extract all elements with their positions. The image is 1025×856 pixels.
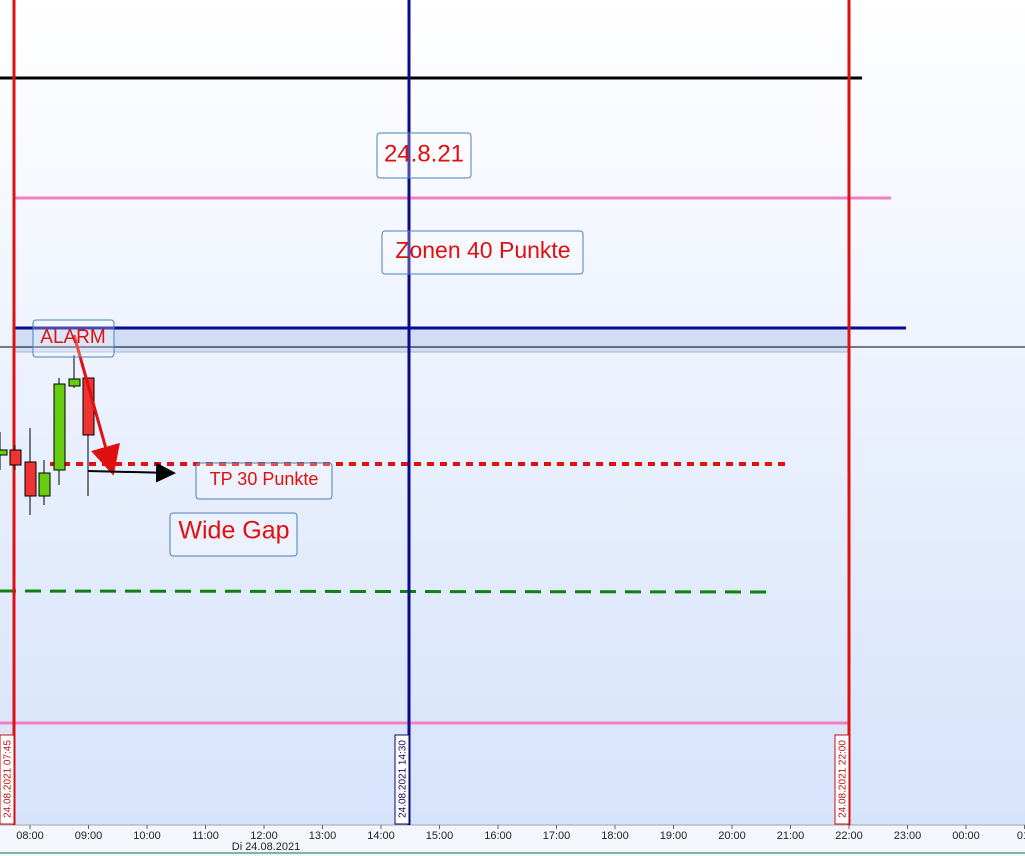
plot-background (0, 0, 1025, 825)
annotation-box (195, 462, 333, 500)
time-label: 18:00 (601, 830, 629, 842)
axis-background (0, 825, 1025, 856)
candle (53, 383, 66, 471)
annotation: 24.8.21 (384, 140, 464, 167)
time-label: 20:00 (718, 830, 746, 842)
time-label: 11:00 (192, 830, 219, 842)
time-label: 10:00 (133, 830, 161, 842)
time-label: 17:00 (543, 830, 571, 842)
line-label-box (0, 734, 15, 825)
support-line (0, 589, 776, 594)
annotation: Zonen 40 Punkte (395, 237, 570, 263)
time-label: 09:00 (75, 830, 103, 842)
time-label: 14:00 (367, 830, 395, 842)
line-label-box (394, 734, 410, 825)
time-label: 01: (1017, 830, 1025, 842)
time-label: 08:00 (16, 830, 44, 842)
time-label: 23:00 (894, 830, 922, 842)
date-label: Di 24.08.2021 (232, 841, 301, 853)
candle (0, 449, 8, 456)
candle (9, 449, 22, 466)
annotation-box (376, 132, 472, 179)
annotation: ALARM (40, 327, 105, 348)
time-label: 16:00 (484, 830, 512, 842)
candle (68, 378, 81, 387)
time-label: 13:00 (309, 830, 337, 842)
line-label: 24.08.2021 14:30 (398, 740, 409, 818)
candle (24, 461, 37, 497)
time-label: 21:00 (777, 830, 805, 842)
annotation: Wide Gap (178, 517, 289, 545)
candle (38, 472, 51, 497)
alarm-zone (13, 327, 850, 353)
time-label: 12:00 (250, 830, 278, 842)
line-label: 24.08.2021 22:00 (838, 740, 849, 818)
time-label: 19:00 (660, 830, 688, 842)
annotation-box (169, 512, 298, 557)
line-label: 24.08.2021 07:45 (3, 740, 14, 818)
candles (0, 355, 95, 515)
arrow (87, 462, 176, 483)
time-label: 15:00 (426, 830, 454, 842)
time-label: 00:00 (952, 830, 980, 842)
line-label-box (834, 734, 850, 825)
annotation-box (381, 230, 584, 275)
time-label: 22:00 (835, 830, 863, 842)
annotation: TP 30 Punkte (210, 469, 319, 489)
annotation-box (32, 319, 115, 358)
